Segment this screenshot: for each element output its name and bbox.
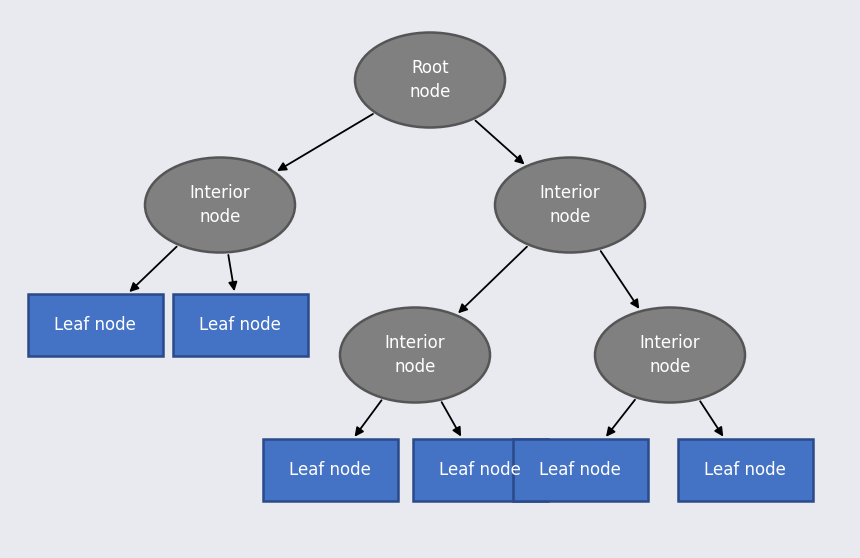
FancyBboxPatch shape: [28, 294, 163, 356]
FancyBboxPatch shape: [678, 439, 813, 501]
Text: Interior
node: Interior node: [540, 184, 600, 226]
Text: Interior
node: Interior node: [190, 184, 250, 226]
Text: Leaf node: Leaf node: [289, 461, 371, 479]
Text: Interior
node: Interior node: [640, 334, 700, 376]
Ellipse shape: [340, 307, 490, 402]
Text: Leaf node: Leaf node: [199, 316, 281, 334]
Text: Leaf node: Leaf node: [439, 461, 521, 479]
Text: Leaf node: Leaf node: [54, 316, 136, 334]
FancyBboxPatch shape: [173, 294, 308, 356]
FancyBboxPatch shape: [262, 439, 397, 501]
Ellipse shape: [355, 32, 505, 127]
Ellipse shape: [495, 157, 645, 253]
Text: Interior
node: Interior node: [384, 334, 445, 376]
Ellipse shape: [145, 157, 295, 253]
Text: Leaf node: Leaf node: [539, 461, 621, 479]
Text: Leaf node: Leaf node: [704, 461, 786, 479]
Text: Root
node: Root node: [409, 59, 451, 101]
Ellipse shape: [595, 307, 745, 402]
FancyBboxPatch shape: [513, 439, 648, 501]
FancyBboxPatch shape: [413, 439, 548, 501]
